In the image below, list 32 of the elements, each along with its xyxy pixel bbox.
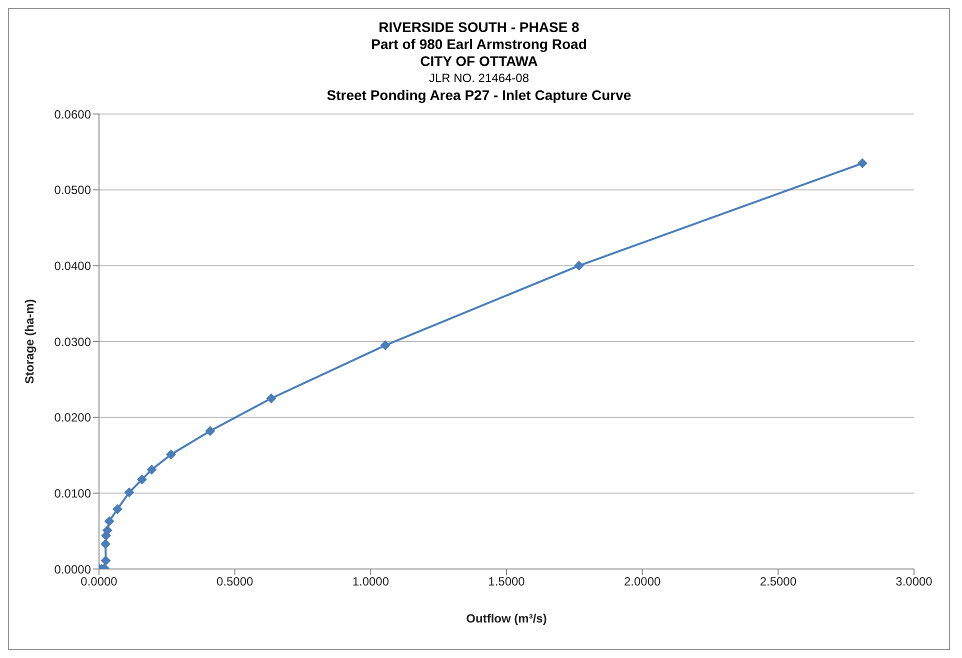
point xyxy=(266,393,276,404)
x-tick-label: 1.5000 xyxy=(488,574,526,589)
point xyxy=(112,504,122,514)
point xyxy=(574,260,584,271)
point xyxy=(100,556,111,566)
point xyxy=(100,538,111,549)
point xyxy=(380,340,390,350)
y-tick-label: 0.0000 xyxy=(54,562,92,576)
y-tick-label: 0.0100 xyxy=(54,486,92,500)
point xyxy=(102,525,112,536)
point xyxy=(166,449,176,460)
point xyxy=(124,487,134,498)
x-tick-label: 2.0000 xyxy=(624,574,662,589)
point xyxy=(857,158,868,168)
x-tick-label: 2.5000 xyxy=(760,574,797,589)
y-tick-label: 0.0200 xyxy=(54,410,92,425)
y-tick-label: 0.0400 xyxy=(54,258,92,273)
y-tick-label: 0.0500 xyxy=(54,183,92,198)
point xyxy=(104,516,114,526)
chart-title: RIVERSIDE SOUTH - PHASE 8 xyxy=(378,19,580,36)
x-tick-label: 1.0000 xyxy=(352,574,390,589)
y-tick-label: 0.0300 xyxy=(54,334,92,349)
point xyxy=(146,464,157,475)
point xyxy=(205,426,216,436)
y-axis-title: Storage (ha-m) xyxy=(22,299,36,384)
point xyxy=(136,474,147,485)
x-tick-label: 0.5000 xyxy=(216,574,254,589)
x-tick-label: 0.0000 xyxy=(80,574,118,589)
chart-subtitle: Part of 980 Earl Armstrong Road CITY OF OTTAWA JLR NO. 21464-08 Street Ponding Area P27 - Inlet Capture Curve xyxy=(326,36,632,104)
y-tick-label: 0.0600 xyxy=(54,107,92,122)
x-axis-title: Outflow (m³/s) xyxy=(466,612,547,626)
x-tick-label: 3.0000 xyxy=(896,574,933,589)
